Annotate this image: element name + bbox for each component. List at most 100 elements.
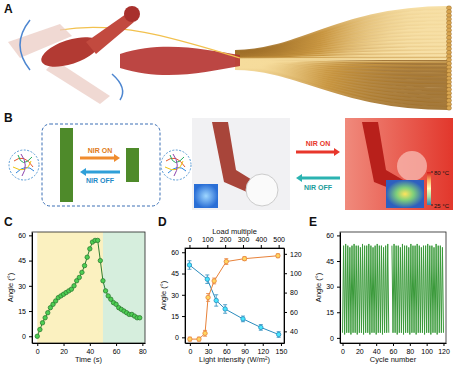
data-line xyxy=(189,265,278,334)
tick: 60 xyxy=(390,343,398,355)
tick-label: 120 xyxy=(290,251,302,258)
tick-mark xyxy=(29,336,32,337)
tick-label: 60 xyxy=(171,249,179,256)
data-point xyxy=(101,279,105,283)
data-point xyxy=(214,298,218,302)
tick: 0 xyxy=(175,334,185,341)
data-point xyxy=(88,247,92,251)
tick-mark xyxy=(208,343,209,346)
data-point xyxy=(46,311,50,315)
disc xyxy=(397,151,427,181)
x2-axis-title: Load multiple xyxy=(212,227,257,236)
tick: 45 xyxy=(18,257,32,264)
y-axis: 015304560 xyxy=(18,232,32,343)
polymer-chain xyxy=(173,154,177,176)
plot-frame xyxy=(340,232,446,343)
nir-label: NIR OFF xyxy=(304,184,333,191)
axis-line xyxy=(186,343,285,344)
axis-line xyxy=(186,248,285,249)
tick-label: 0 xyxy=(22,333,26,340)
tick: 20 xyxy=(356,343,364,355)
axis-line xyxy=(33,343,146,344)
panel-label: D xyxy=(158,215,167,229)
x2-axis: 0100200300400500 xyxy=(186,236,286,249)
tick-mark xyxy=(337,312,340,313)
tick-label: 0 xyxy=(175,334,179,341)
tick-label: 0 xyxy=(36,348,40,355)
data-point xyxy=(38,327,42,331)
error-bar xyxy=(205,275,209,284)
figure: ANIR ONNIR OFFNIR ONNIR OFF80 °C25 °CB02… xyxy=(0,0,458,370)
data-point xyxy=(187,263,191,267)
tick-label: 80 xyxy=(139,348,147,355)
tick-mark xyxy=(337,338,340,339)
tick-label: 20 xyxy=(60,348,68,355)
tick-mark xyxy=(226,343,227,346)
tick-mark xyxy=(182,295,185,296)
tick-mark xyxy=(190,343,191,346)
tick-label: 120 xyxy=(438,348,450,355)
tick-mark xyxy=(29,261,32,262)
tick-label: 40 xyxy=(86,348,94,355)
tick-mark xyxy=(142,343,143,346)
arrow xyxy=(296,148,340,156)
tick-mark xyxy=(243,245,244,248)
network-circle xyxy=(9,150,39,180)
tick-label: 30 xyxy=(18,283,26,290)
tick-label: 60 xyxy=(326,232,334,239)
tick-mark xyxy=(284,254,287,255)
x-axis: 020406080 xyxy=(33,343,147,355)
tick-mark xyxy=(337,235,340,236)
fiber-short xyxy=(126,148,139,182)
tick-label: 80 xyxy=(290,289,298,296)
arrow xyxy=(296,174,340,182)
tick: 30 xyxy=(171,292,185,299)
tick-label: 15 xyxy=(171,313,179,320)
plot-area xyxy=(187,254,281,342)
tick-mark xyxy=(182,337,185,338)
tick-label: 100 xyxy=(421,348,433,355)
tick: 60 xyxy=(223,343,231,355)
tick: 0 xyxy=(22,333,32,340)
data-point xyxy=(85,255,89,259)
error-bar xyxy=(241,316,245,322)
photo-on xyxy=(345,118,453,210)
panel-label: E xyxy=(309,215,317,229)
plot-frame xyxy=(32,232,145,343)
arrow xyxy=(80,154,120,162)
tick: 40 xyxy=(373,343,381,355)
tick-mark xyxy=(427,343,428,346)
arrow xyxy=(80,168,120,176)
tick: 30 xyxy=(205,343,213,355)
data-point xyxy=(40,321,44,325)
data-point xyxy=(212,279,216,283)
error-bar xyxy=(277,332,281,338)
tick-label: 60 xyxy=(390,348,398,355)
tick-mark xyxy=(64,343,65,346)
fist xyxy=(124,6,140,22)
tick-mark xyxy=(443,343,444,346)
schematic-box xyxy=(42,124,160,206)
fiber xyxy=(235,68,448,108)
colorbar-label: 80 °C xyxy=(434,170,450,176)
tick: 40 xyxy=(284,328,298,335)
tick-mark xyxy=(182,274,185,275)
inset-glow xyxy=(194,184,218,208)
tick-label: 40 xyxy=(290,328,298,335)
error-bar xyxy=(188,337,192,341)
tick: 60 xyxy=(284,309,298,316)
tick: 200 xyxy=(220,236,232,248)
data-point xyxy=(80,270,84,274)
tick-label: 0 xyxy=(188,236,192,243)
data-point xyxy=(72,284,76,288)
shaded-region xyxy=(103,232,145,343)
data-point xyxy=(43,316,47,320)
tick-label: 40 xyxy=(373,348,381,355)
data-point xyxy=(35,334,39,338)
tick: 45 xyxy=(326,258,340,265)
tick-label: 80 xyxy=(406,348,414,355)
tick-mark xyxy=(410,343,411,346)
tick: 500 xyxy=(273,236,285,248)
motion-arrow xyxy=(20,20,30,70)
tick-label: 45 xyxy=(326,258,334,265)
